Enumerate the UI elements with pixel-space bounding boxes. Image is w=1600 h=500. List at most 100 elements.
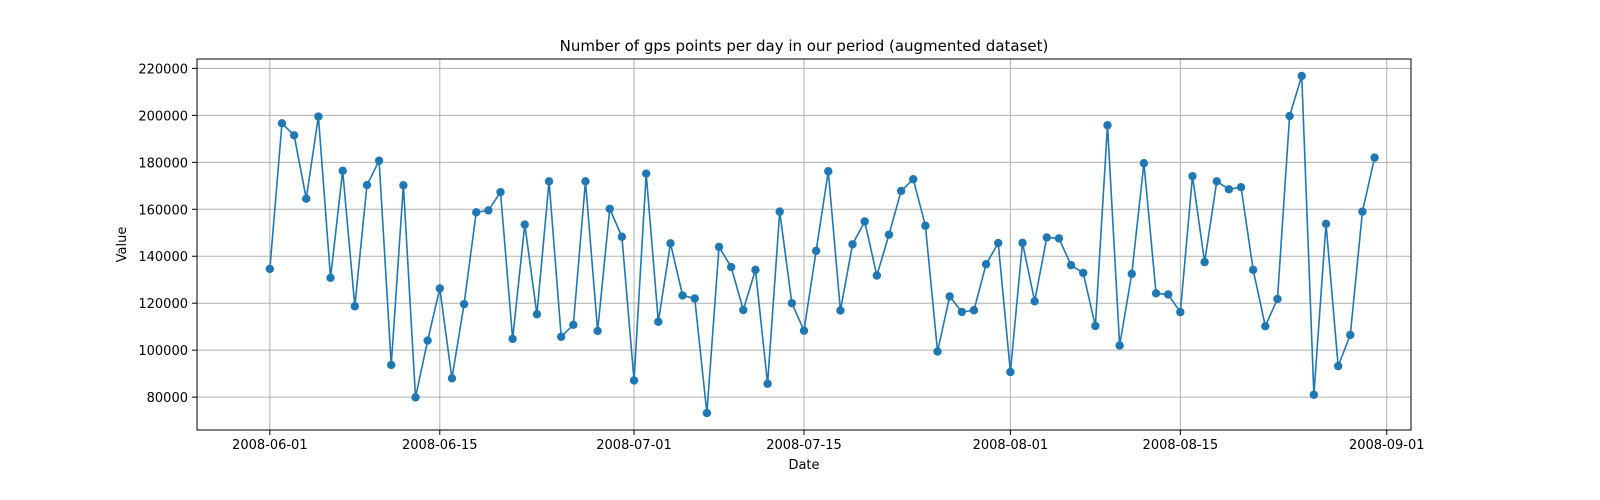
x-tick-label: 2008-08-01 xyxy=(973,438,1049,453)
data-point xyxy=(1224,185,1234,194)
data-point xyxy=(1261,322,1270,331)
data-point xyxy=(362,180,372,190)
data-point xyxy=(739,305,748,315)
data-point xyxy=(945,292,954,301)
y-tick-label: 180000 xyxy=(138,156,188,171)
data-point xyxy=(1042,233,1052,242)
data-point xyxy=(1188,171,1197,181)
data-point xyxy=(399,181,408,190)
y-tick-label: 160000 xyxy=(138,203,188,218)
data-point xyxy=(714,242,724,252)
y-axis-label: Value xyxy=(115,227,130,263)
data-point xyxy=(775,207,784,216)
data-point xyxy=(472,208,481,217)
data-point xyxy=(374,156,384,165)
data-point xyxy=(277,119,287,128)
data-point xyxy=(981,260,991,269)
data-point xyxy=(338,166,347,175)
data-point xyxy=(1321,219,1331,229)
data-point xyxy=(933,347,942,356)
data-point xyxy=(1358,207,1367,216)
data-point xyxy=(1236,183,1246,192)
data-point xyxy=(884,230,894,239)
x-tick-label: 2008-07-15 xyxy=(766,438,842,453)
data-point xyxy=(1248,265,1258,275)
data-point xyxy=(484,206,493,215)
data-point xyxy=(1333,361,1343,371)
data-point xyxy=(1176,307,1185,317)
data-point xyxy=(1006,367,1015,377)
data-point xyxy=(593,326,602,336)
data-point xyxy=(811,246,821,256)
data-point xyxy=(860,217,869,226)
data-point xyxy=(957,307,967,317)
data-point xyxy=(1370,153,1379,162)
data-point xyxy=(641,169,651,178)
data-point xyxy=(1127,269,1136,279)
y-tick-label: 120000 xyxy=(138,297,188,312)
data-point xyxy=(629,376,639,385)
data-point xyxy=(1091,321,1100,331)
data-point xyxy=(666,239,675,248)
x-tick-label: 2008-06-01 xyxy=(232,438,308,453)
data-point xyxy=(799,326,809,335)
data-point xyxy=(1285,111,1294,121)
data-point xyxy=(520,220,529,229)
data-point xyxy=(994,238,1003,248)
data-point xyxy=(787,299,797,308)
data-point xyxy=(1151,289,1161,298)
data-point xyxy=(387,360,396,370)
data-point xyxy=(423,336,432,345)
y-tick-label: 80000 xyxy=(147,391,188,406)
data-point xyxy=(326,273,335,283)
x-tick-label: 2008-07-01 xyxy=(596,438,672,453)
series-line xyxy=(269,75,1376,414)
data-point xyxy=(314,112,323,121)
data-point xyxy=(751,265,760,275)
data-point xyxy=(1030,297,1039,306)
data-point xyxy=(496,187,505,197)
data-point xyxy=(1103,121,1112,130)
data-point xyxy=(836,306,845,315)
data-point xyxy=(411,393,420,402)
x-axis-label: Date xyxy=(788,458,819,473)
data-point xyxy=(1346,330,1355,340)
data-point xyxy=(459,299,469,309)
data-point xyxy=(1115,341,1124,350)
y-tick-label: 200000 xyxy=(138,109,188,124)
data-point xyxy=(726,262,736,272)
data-point xyxy=(435,284,444,293)
data-point xyxy=(872,271,882,280)
data-point xyxy=(763,379,772,388)
data-point xyxy=(508,334,517,344)
data-point xyxy=(909,175,918,184)
data-point xyxy=(1018,238,1027,248)
axis-ticks: 2008-06-01 2008-06-15 2008-07-01 2008-07-15… xyxy=(138,62,1424,453)
data-point xyxy=(532,310,542,319)
data-point xyxy=(678,291,687,300)
data-point xyxy=(1200,257,1209,267)
data-point xyxy=(1139,159,1149,168)
data-point xyxy=(544,177,554,186)
data-point xyxy=(581,177,590,186)
data-point xyxy=(605,204,614,214)
data-point xyxy=(1079,268,1088,278)
data-point xyxy=(289,131,299,140)
series xyxy=(265,71,1379,418)
y-tick-label: 100000 xyxy=(138,344,188,359)
x-tick-label: 2008-06-15 xyxy=(402,438,478,453)
plot-frame xyxy=(196,58,1412,431)
data-point xyxy=(1066,260,1076,270)
y-tick-label: 140000 xyxy=(138,250,188,265)
data-point xyxy=(1297,71,1306,81)
data-point xyxy=(1273,294,1282,304)
data-point xyxy=(617,232,627,241)
chart-title: Number of gps points per day in our peri… xyxy=(560,37,1049,55)
data-point xyxy=(557,332,566,341)
data-point xyxy=(350,302,360,311)
data-point xyxy=(654,317,663,326)
x-tick-label: 2008-09-01 xyxy=(1349,438,1425,453)
grid xyxy=(197,59,1411,430)
data-point xyxy=(921,221,930,230)
x-tick-label: 2008-08-15 xyxy=(1143,438,1219,453)
